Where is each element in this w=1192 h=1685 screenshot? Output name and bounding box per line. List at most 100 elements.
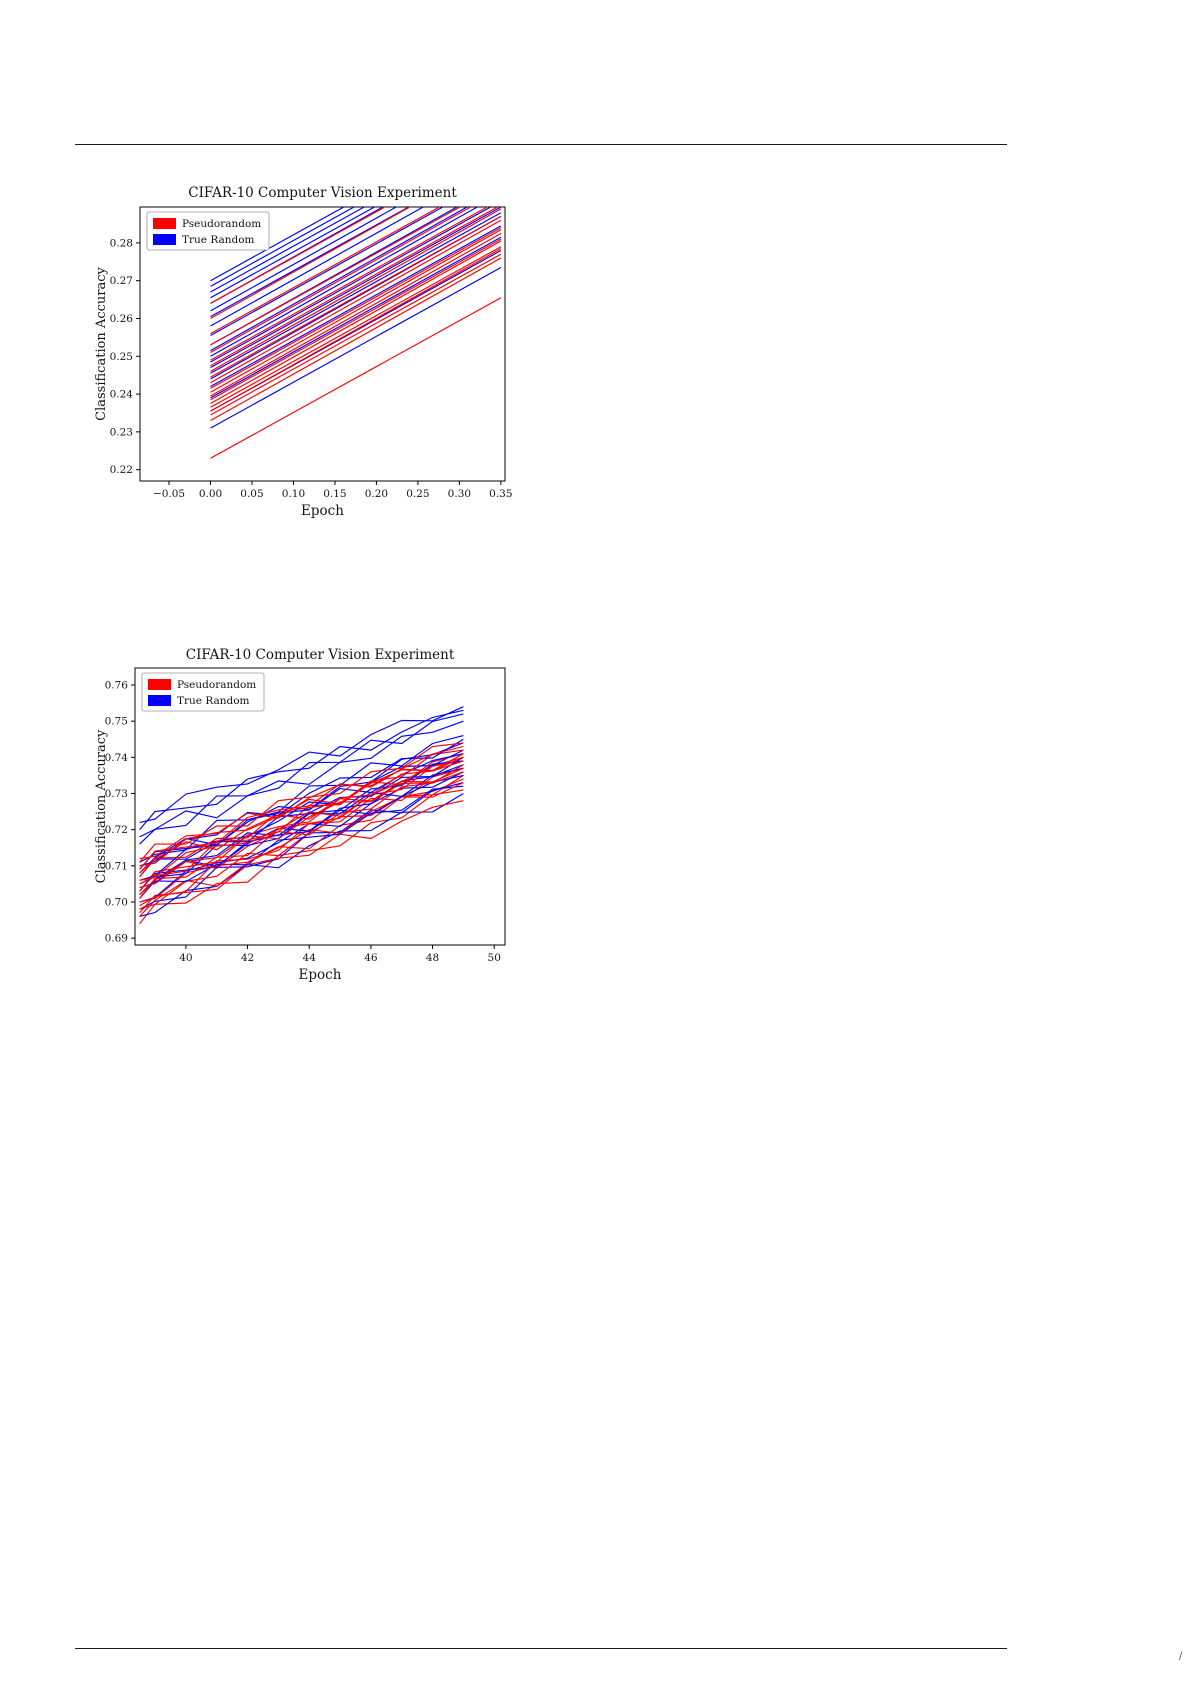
- series-line-blue: [210, 207, 376, 299]
- header-rule: [75, 144, 1007, 145]
- series-line-red: [139, 789, 464, 925]
- x-tick-label: 44: [303, 952, 317, 964]
- series-line-red: [210, 207, 441, 335]
- x-axis-label: Epoch: [299, 967, 342, 983]
- series-line-red: [139, 753, 464, 885]
- series-line-blue: [210, 207, 356, 287]
- x-tick-label: 0.25: [406, 488, 429, 500]
- y-tick-label: 0.25: [110, 351, 133, 363]
- x-axis: −0.05 0.00 0.05 0.10 0.15 0.20 0.25 0.30 0.35: [153, 481, 513, 500]
- legend-swatch: [148, 679, 171, 690]
- x-tick-label: 42: [241, 952, 254, 964]
- y-tick-label: 0.74: [105, 752, 129, 764]
- series-line-blue: [210, 207, 445, 337]
- series-line-blue: [210, 207, 366, 293]
- legend-label: True Random: [182, 234, 255, 246]
- figure-2-svg: 40 42 44 46 48 50 0.69 0.70 0.71 0.72 0.73 0.74 0.75…: [94, 647, 506, 983]
- x-axis: 40 42 44 46 48 50: [179, 945, 501, 964]
- footer-rule: [75, 1648, 1007, 1649]
- figure-1: −0.05 0.00 0.05 0.10 0.15 0.20 0.25 0.30 0.35 0.2…: [94, 183, 515, 528]
- legend: Pseudorandom True Random: [141, 672, 265, 712]
- series-line-red: [210, 248, 502, 412]
- legend-label: Pseudorandom: [182, 218, 261, 230]
- legend-box: [146, 211, 270, 251]
- x-tick-label: 40: [179, 952, 192, 964]
- series-line-red: [210, 246, 502, 408]
- footer-mark: /: [1179, 1651, 1183, 1662]
- series-line-blue: [139, 720, 464, 845]
- figure-2-chart: 40 42 44 46 48 50 0.69 0.70 0.71 0.72 0.73 0.74 0.75…: [94, 645, 515, 994]
- series-line-red: [210, 253, 502, 416]
- x-tick-label: 50: [488, 952, 501, 964]
- series-line-red: [210, 207, 489, 361]
- series-line-blue: [210, 225, 502, 388]
- series-line-blue: [210, 236, 502, 399]
- x-tick-label: 0.30: [448, 488, 471, 500]
- y-axis-label: Classification Accuracy: [95, 729, 109, 883]
- series-line-blue: [210, 207, 479, 357]
- series-line-red: [210, 207, 411, 320]
- series-line-red: [210, 207, 387, 304]
- x-tick-label: 0.00: [199, 488, 222, 500]
- series-line-red: [210, 207, 462, 346]
- series-line-blue: [139, 709, 464, 830]
- y-tick-label: 0.70: [105, 896, 128, 908]
- series-line-red: [139, 767, 464, 881]
- series-line-red: [139, 764, 464, 889]
- series-line-blue: [210, 207, 492, 363]
- series-line-red: [210, 227, 502, 389]
- series-line-red: [210, 207, 499, 367]
- figure-1-svg: −0.05 0.00 0.05 0.10 0.15 0.20 0.25 0.30 0.35 0.2…: [94, 185, 513, 519]
- series-line-blue: [210, 207, 425, 327]
- series-line-blue: [139, 713, 464, 838]
- y-tick-label: 0.72: [105, 824, 128, 836]
- series-line-red: [139, 756, 464, 892]
- series-line-red: [139, 749, 464, 878]
- x-axis-label: Epoch: [301, 503, 344, 519]
- series-line-blue: [210, 207, 345, 282]
- series-line-red: [210, 207, 472, 354]
- series-line-blue: [139, 706, 464, 823]
- x-tick-label: 0.35: [489, 488, 512, 500]
- series-line-red: [210, 297, 502, 459]
- legend-box: [141, 672, 265, 712]
- series-line-blue: [139, 767, 464, 885]
- figure-1-chart: −0.05 0.00 0.05 0.10 0.15 0.20 0.25 0.30 0.35 0.2…: [94, 183, 515, 532]
- series-line-red: [139, 760, 464, 874]
- series-line-red: [210, 208, 502, 372]
- series-lines: [210, 207, 502, 459]
- y-axis-label: Classification Accuracy: [95, 267, 109, 421]
- y-tick-label: 0.71: [105, 860, 128, 872]
- legend-swatch: [153, 234, 176, 245]
- y-axis: 0.69 0.70 0.71 0.72 0.73 0.74 0.75 0.76: [105, 679, 135, 945]
- series-line-red: [210, 232, 502, 397]
- y-tick-label: 0.73: [105, 788, 128, 800]
- chart-title: CIFAR-10 Computer Vision Experiment: [186, 647, 455, 663]
- y-tick-label: 0.26: [110, 313, 134, 325]
- x-tick-label: 0.10: [282, 488, 305, 500]
- legend-swatch: [153, 218, 176, 229]
- series-line-red: [139, 800, 464, 914]
- y-tick-label: 0.27: [110, 275, 133, 287]
- series-line-blue: [210, 207, 398, 312]
- x-tick-label: 0.15: [323, 488, 346, 500]
- series-line-blue: [139, 760, 464, 878]
- x-tick-label: 0.05: [240, 488, 263, 500]
- figure-2: 40 42 44 46 48 50 0.69 0.70 0.71 0.72 0.73 0.74 0.75…: [94, 645, 515, 990]
- series-line-red: [210, 240, 502, 405]
- y-tick-label: 0.22: [110, 464, 133, 476]
- series-line-red: [139, 767, 464, 907]
- series-line-red: [210, 229, 502, 393]
- chart-title: CIFAR-10 Computer Vision Experiment: [188, 185, 457, 201]
- series-line-red: [210, 219, 502, 384]
- series-line-blue: [139, 782, 464, 910]
- y-tick-label: 0.76: [105, 679, 129, 691]
- series-line-red: [139, 742, 464, 863]
- series-line-red: [210, 215, 502, 378]
- y-tick-label: 0.75: [105, 716, 128, 728]
- legend-label: Pseudorandom: [177, 679, 256, 691]
- legend-label: True Random: [177, 695, 250, 707]
- y-tick-label: 0.28: [110, 237, 133, 249]
- legend: Pseudorandom True Random: [146, 211, 270, 251]
